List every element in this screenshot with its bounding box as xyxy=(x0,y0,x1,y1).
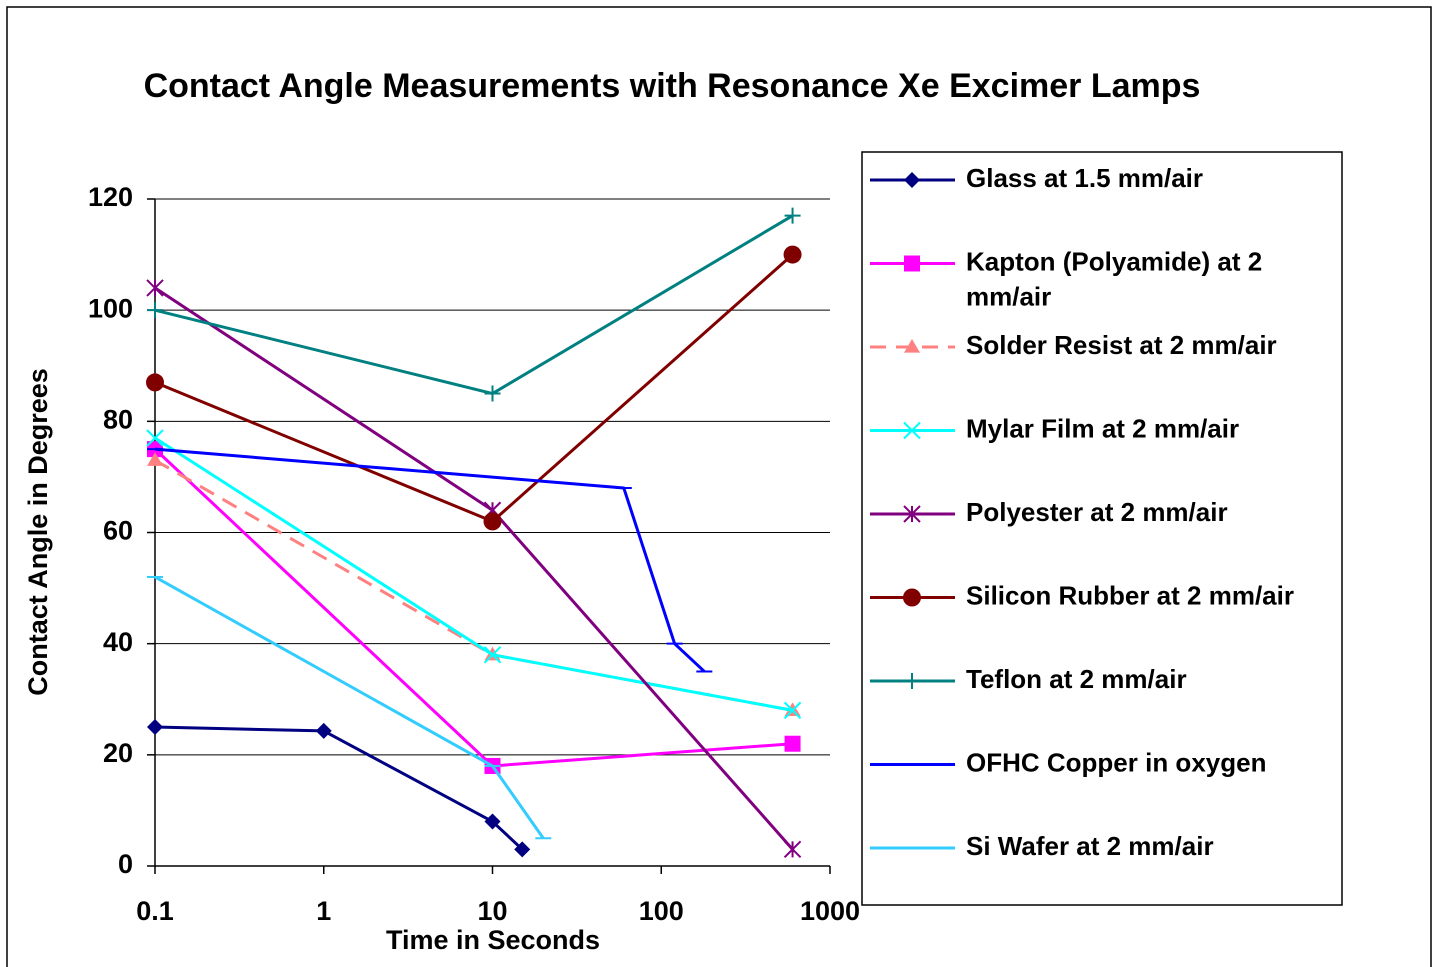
y-tick-label: 80 xyxy=(103,404,133,434)
marker xyxy=(147,719,163,736)
x-axis-title: Time in Seconds xyxy=(386,925,600,955)
marker xyxy=(903,588,921,607)
marker xyxy=(903,505,921,523)
legend-label: Polyester at 2 mm/air xyxy=(966,497,1228,527)
marker xyxy=(783,245,802,264)
legend-label: Si Wafer at 2 mm/air xyxy=(966,831,1214,861)
marker xyxy=(147,302,163,319)
y-tick-label: 20 xyxy=(103,738,133,768)
marker xyxy=(484,813,501,830)
x-tick-label: 10 xyxy=(477,896,507,926)
legend-label: OFHC Copper in oxygen xyxy=(966,747,1266,777)
legend-label: Glass at 1.5 mm/air xyxy=(966,163,1203,193)
marker xyxy=(783,840,802,859)
marker xyxy=(483,646,502,664)
marker xyxy=(315,722,332,739)
marker xyxy=(904,673,920,689)
marker xyxy=(784,207,801,224)
x-tick-label: 0.1 xyxy=(136,896,174,926)
marker xyxy=(784,735,801,752)
legend-label: Teflon at 2 mm/air xyxy=(966,664,1187,694)
marker xyxy=(783,701,802,720)
series-line xyxy=(154,725,524,851)
marker xyxy=(146,429,164,447)
marker xyxy=(904,339,920,353)
marker xyxy=(904,255,920,272)
y-tick-label: 0 xyxy=(118,849,133,879)
series-line xyxy=(154,447,706,673)
marker xyxy=(903,421,921,440)
legend-box xyxy=(861,151,1343,906)
marker xyxy=(904,172,920,188)
y-tick-label: 100 xyxy=(88,293,133,323)
chart-title: Contact Angle Measurements with Resonanc… xyxy=(144,67,1201,105)
legend-label: Kapton (Polyamide) at 2 mm/air xyxy=(966,246,1269,311)
y-axis-title: Contact Angle in Degrees xyxy=(23,368,53,696)
y-tick-label: 60 xyxy=(103,516,133,546)
marker xyxy=(514,841,531,858)
legend-label: Solder Resist at 2 mm/air xyxy=(966,330,1277,360)
marker xyxy=(147,452,163,466)
marker xyxy=(146,373,164,392)
marker xyxy=(146,279,164,297)
x-tick-label: 1 xyxy=(316,896,331,926)
marker xyxy=(484,385,501,402)
y-tick-label: 120 xyxy=(88,182,133,212)
x-tick-label: 1000 xyxy=(800,896,860,926)
marker xyxy=(483,512,502,531)
x-tick-label: 100 xyxy=(639,896,684,926)
legend-label: Silicon Rubber at 2 mm/air xyxy=(966,580,1294,610)
y-tick-label: 40 xyxy=(103,627,133,657)
legend-label: Mylar Film at 2 mm/air xyxy=(966,413,1239,443)
